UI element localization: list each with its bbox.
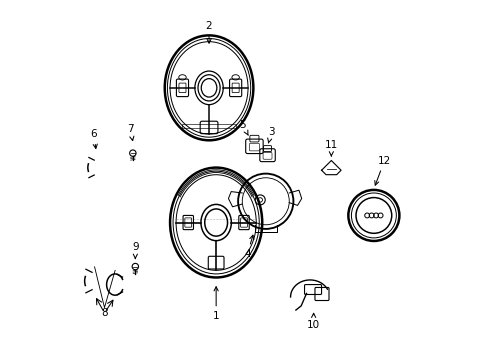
Text: 11: 11 [324, 140, 337, 156]
Text: 3: 3 [267, 127, 274, 143]
Text: 7: 7 [127, 123, 134, 140]
Text: 5: 5 [239, 120, 248, 135]
Text: 6: 6 [90, 129, 97, 148]
Text: 10: 10 [306, 313, 320, 330]
Text: 4: 4 [244, 235, 253, 260]
Text: 2: 2 [205, 21, 212, 43]
Text: 12: 12 [374, 156, 390, 185]
Polygon shape [321, 161, 341, 175]
Text: 9: 9 [132, 242, 139, 258]
Text: 1: 1 [212, 287, 219, 321]
Text: 8: 8 [101, 308, 107, 318]
